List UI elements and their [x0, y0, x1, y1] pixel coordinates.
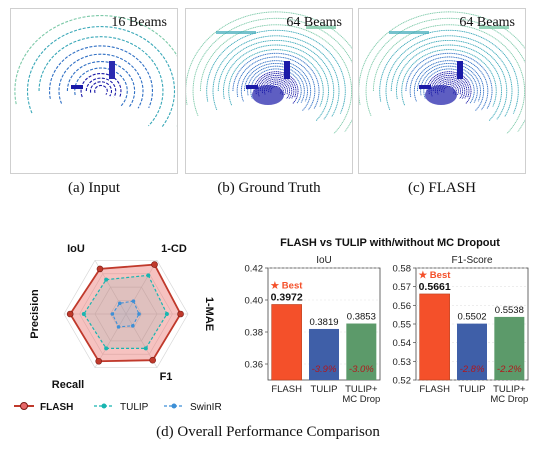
best-label: ★ Best	[271, 280, 304, 291]
beam-count-label: 64 Beams	[459, 15, 515, 30]
best-label: ★ Best	[419, 270, 452, 281]
lidar-scan-image	[14, 15, 177, 128]
radar-axis-label: F1	[160, 371, 173, 383]
x-tick-label: MC Drop	[490, 394, 528, 405]
radar-point	[116, 325, 121, 329]
legend-label: SwinIR	[190, 402, 222, 413]
lidar-scan-image	[186, 11, 352, 134]
x-tick-label: TULIP	[459, 384, 486, 395]
radar-point	[104, 277, 109, 282]
y-tick-label: 0.36	[245, 360, 264, 371]
y-tick-label: 0.54	[393, 338, 412, 349]
beam-count-label: 64 Beams	[286, 15, 342, 30]
x-tick-label: TULIP+	[493, 384, 526, 395]
radar-axis-label: Precision	[29, 289, 41, 339]
radar-axis-label: 1-MAE	[203, 297, 215, 331]
bar-2	[346, 323, 377, 380]
bar-delta-label: -2.8%	[460, 364, 485, 375]
radar-point	[146, 273, 151, 278]
y-tick-label: 0.38	[245, 328, 264, 339]
lidar-points	[14, 15, 177, 128]
lidar-scan-image	[359, 11, 525, 134]
bar-value-label: 0.3853	[347, 312, 376, 323]
input-lidar-panel: 16 Beams	[10, 8, 178, 174]
bar-value-label: 0.5502	[457, 312, 486, 323]
y-tick-label: 0.40	[245, 296, 264, 307]
radar-point	[110, 312, 115, 316]
bar-panel-0: IoU 0.36 0.38 0.40 0.42 0.3972 FLASH 0.3819 -3.9…	[245, 255, 381, 405]
bar-1	[309, 328, 339, 380]
radar-point	[137, 312, 141, 316]
bar-0	[419, 293, 450, 381]
radar-point	[131, 324, 135, 328]
bar-delta-label: -3.0%	[349, 364, 374, 375]
y-tick-label: 0.56	[393, 301, 412, 312]
lidar-points	[359, 11, 525, 134]
radar-point	[66, 310, 74, 318]
y-tick-label: 0.58	[393, 264, 412, 275]
radar-chart: 1-CD 1-MAE F1 Recall Precision IoU FLASH TULIP S…	[14, 243, 222, 413]
caption-input: (a) Input	[67, 180, 121, 196]
radar-axis-label: IoU	[67, 243, 85, 255]
radar-point	[143, 346, 148, 351]
radar-point	[96, 265, 104, 273]
bar-value-label: 0.5661	[419, 281, 451, 293]
radar-point	[131, 299, 136, 303]
bar-chart-title: FLASH vs TULIP with/without MC Dropout	[280, 237, 500, 249]
radar-point	[118, 301, 122, 306]
radar-point	[95, 357, 103, 365]
legend-marker	[171, 403, 177, 409]
lidar-points	[186, 11, 352, 134]
y-tick-label: 0.57	[393, 282, 412, 293]
legend-marker	[101, 403, 107, 409]
y-tick-label: 0.53	[393, 357, 412, 368]
bar-value-label: 0.5538	[495, 305, 524, 316]
figure-caption: (d) Overall Performance Comparison	[156, 424, 380, 440]
ground-truth-lidar-panel: 64 Beams	[185, 8, 353, 174]
radar-point	[164, 312, 169, 316]
x-tick-label: FLASH	[271, 384, 302, 395]
bar-1	[457, 323, 487, 380]
bar-2	[494, 316, 525, 380]
beam-count-label: 16 Beams	[111, 15, 167, 30]
legend-marker	[20, 402, 28, 410]
radar-spoke	[125, 260, 158, 315]
bar-value-label: 0.3972	[271, 291, 303, 303]
y-tick-label: 0.52	[393, 376, 412, 387]
caption-flash: (c) FLASH	[408, 180, 476, 196]
radar-axis-label: 1-CD	[161, 243, 187, 255]
flash-lidar-panel: 64 Beams	[358, 8, 526, 174]
bar-panel-title: IoU	[316, 255, 332, 266]
bar-delta-label: -2.2%	[497, 364, 522, 375]
radar-point	[104, 346, 109, 351]
radar-point	[151, 261, 158, 268]
x-tick-label: MC Drop	[342, 394, 380, 405]
x-tick-label: TULIP+	[345, 384, 378, 395]
x-tick-label: FLASH	[419, 384, 450, 395]
radar-point	[177, 310, 184, 318]
bar-delta-label: -3.9%	[312, 364, 337, 375]
bar-0	[271, 304, 302, 381]
bar-panel-1: F1-Score 0.52 0.53 0.54 0.55 0.56 0.57 0.58 0.56…	[393, 255, 529, 405]
bar-panel-title: F1-Score	[451, 255, 493, 266]
legend-label: TULIP	[120, 402, 149, 413]
radar-axis-label: Recall	[52, 379, 84, 391]
radar-legend: FLASH TULIP SwinIR	[14, 402, 222, 413]
y-tick-label: 0.55	[393, 320, 412, 331]
y-tick-label: 0.42	[245, 264, 264, 275]
bar-charts: IoU 0.36 0.38 0.40 0.42 0.3972 FLASH 0.3819 -3.9…	[245, 255, 529, 405]
caption-ground-truth: (b) Ground Truth	[217, 180, 321, 196]
radar-point	[149, 356, 156, 364]
radar-point	[81, 312, 86, 316]
x-tick-label: TULIP	[311, 384, 338, 395]
bar-value-label: 0.3819	[309, 317, 338, 328]
legend-label: FLASH	[40, 402, 73, 413]
